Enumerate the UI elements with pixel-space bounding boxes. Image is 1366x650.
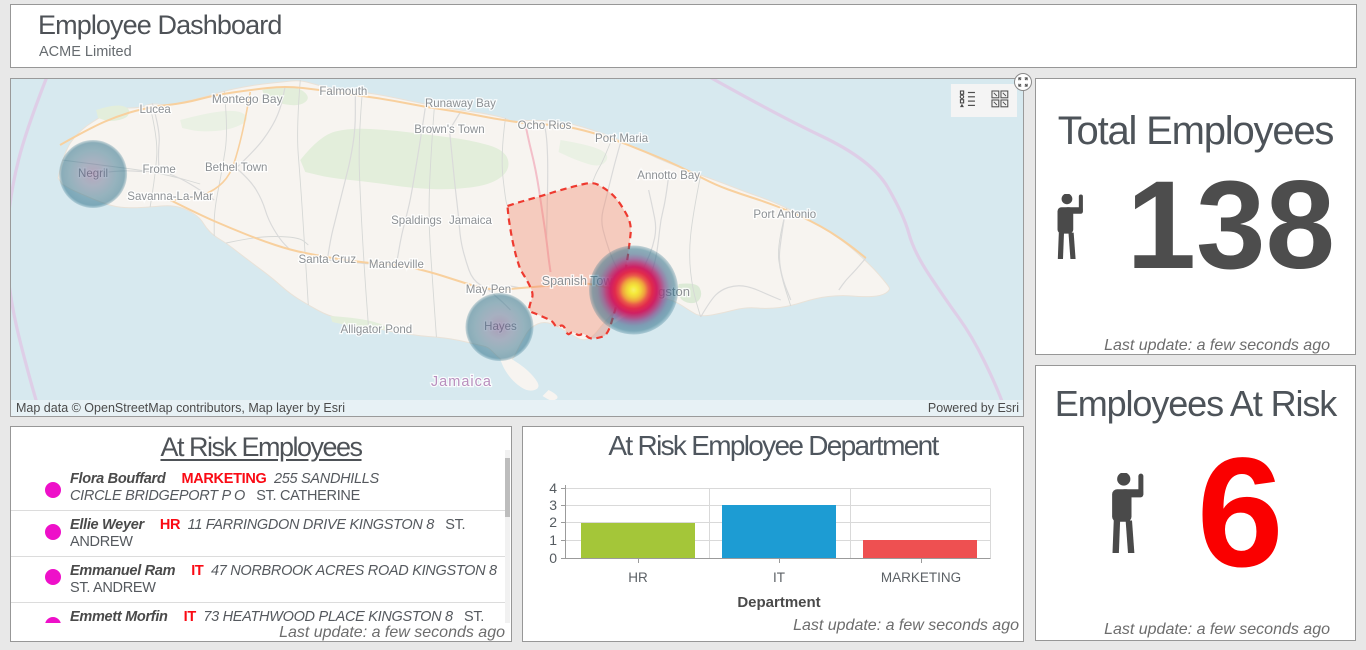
svg-text:HR: HR	[628, 570, 648, 585]
svg-text:Jamaica: Jamaica	[431, 374, 492, 390]
svg-text:Ocho Rios: Ocho Rios	[518, 120, 572, 132]
svg-text:Savanna-La-Mar: Savanna-La-Mar	[127, 191, 213, 203]
svg-text:Montego Bay: Montego Bay	[212, 92, 283, 106]
svg-text:0: 0	[549, 550, 557, 566]
svg-text:3: 3	[549, 497, 557, 513]
svg-text:Lucea: Lucea	[139, 104, 171, 116]
svg-text:Port Maria: Port Maria	[595, 133, 649, 145]
svg-text:Powered by Esri: Powered by Esri	[928, 401, 1019, 415]
svg-text:MARKETING: MARKETING	[881, 570, 961, 585]
svg-text:Brown's Town: Brown's Town	[414, 124, 484, 136]
svg-text:1: 1	[549, 532, 557, 548]
svg-text:Bethel Town: Bethel Town	[205, 162, 267, 174]
svg-text:4: 4	[549, 480, 557, 496]
svg-text:IT: IT	[773, 570, 785, 585]
svg-text:Map data © OpenStreetMap contr: Map data © OpenStreetMap contributors, M…	[16, 401, 345, 415]
svg-text:2: 2	[549, 514, 557, 530]
svg-text:Frome: Frome	[143, 164, 176, 176]
svg-text:Department: Department	[737, 594, 820, 611]
svg-text:Port Antonio: Port Antonio	[753, 209, 816, 221]
svg-text:Alligator Pond: Alligator Pond	[341, 324, 413, 336]
svg-text:Spaldings: Spaldings	[391, 215, 442, 227]
svg-text:Jamaica: Jamaica	[449, 215, 492, 227]
svg-text:Runaway Bay: Runaway Bay	[425, 98, 496, 110]
svg-text:Santa Cruz: Santa Cruz	[299, 254, 357, 266]
svg-text:Annotto Bay: Annotto Bay	[637, 170, 700, 182]
svg-text:Mandeville: Mandeville	[369, 259, 424, 271]
svg-text:Falmouth: Falmouth	[319, 86, 367, 98]
